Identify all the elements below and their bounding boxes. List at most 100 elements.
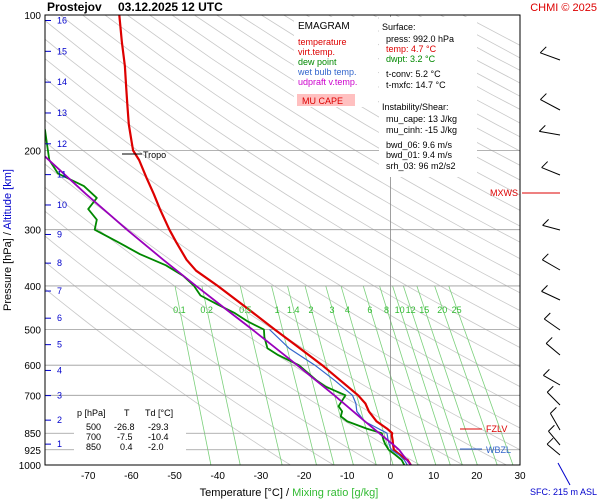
pressure-tick-label: 925	[24, 446, 41, 457]
table-header-t: T	[124, 408, 130, 418]
x-tick-label: -40	[211, 471, 226, 482]
x-tick-label: -70	[81, 471, 96, 482]
altitude-tick-label: 15	[57, 46, 67, 56]
mixing-ratio-label: 10	[395, 305, 405, 315]
wind-barb-shaft	[541, 167, 561, 176]
altitude-tick-label: 1	[57, 439, 62, 449]
bwd-01-value: bwd_01: 9.4 m/s	[386, 150, 453, 160]
mixing-ratio-line	[239, 285, 283, 465]
mixing-ratio-line	[325, 285, 377, 465]
altitude-tick-label: 3	[57, 391, 62, 401]
mixing-ratio-line	[201, 285, 241, 465]
wind-barb-flag	[542, 218, 549, 226]
table-row-500-p: 500	[86, 422, 101, 432]
table-row-850-td: -2.0	[148, 442, 164, 452]
mixing-ratio-line	[379, 285, 437, 465]
altitude-tick-label: 5	[57, 340, 62, 350]
legend-item-wet-bulb: wet bulb temp.	[297, 67, 357, 77]
wind-barb-flag	[539, 46, 547, 54]
altitude-tick-label: 13	[57, 108, 67, 118]
mixing-ratio-label: 0.1	[173, 305, 186, 315]
wind-barb-flag	[543, 312, 551, 320]
freezing-level-label: FZLV	[486, 424, 507, 434]
mixing-ratio-line	[271, 285, 317, 465]
dry-adiabat	[194, 15, 520, 211]
dry-adiabat	[104, 15, 520, 276]
dry-adiabat	[45, 20, 520, 330]
table-row-500-t: -26.8	[114, 422, 135, 432]
altitude-tick-label: 9	[57, 229, 62, 239]
pressure-tick-label: 400	[24, 282, 41, 293]
surface-press: press: 992.0 hPa	[386, 34, 454, 44]
legend-item-virt-temp: virt.temp.	[298, 47, 335, 57]
wind-barb-shaft	[546, 391, 561, 406]
mu-cape-tag: MU CAPE	[302, 96, 343, 106]
table-header-p: p [hPa]	[77, 408, 106, 418]
wind-barb-flag	[541, 253, 549, 261]
table-row-850-p: 850	[86, 442, 101, 452]
surface-tconv: t-conv: 5.2 °C	[386, 69, 441, 79]
dry-adiabat	[216, 15, 520, 196]
altitude-tick-label: 8	[57, 258, 62, 268]
wind-barb-shaft	[548, 430, 561, 446]
mixing-ratio-line	[392, 285, 451, 465]
dry-adiabat	[45, 77, 520, 388]
dry-adiabat	[149, 15, 520, 243]
bwd-06-value: bwd_06: 9.6 m/s	[386, 140, 453, 150]
wind-barb-shaft	[543, 374, 561, 386]
wind-barb-flag	[548, 424, 555, 432]
wind-barb-shaft	[541, 290, 561, 301]
surface-elevation-label: SFC: 215 m ASL	[530, 487, 597, 497]
mixing-ratio-label: 12	[406, 305, 416, 315]
x-tick-label: -10	[340, 471, 355, 482]
table-header-td: Td [°C]	[145, 408, 173, 418]
freezing-level-marker: FZLV	[460, 424, 507, 434]
altitude-tick-label: 11	[57, 170, 66, 180]
wind-barb-shaft	[542, 224, 561, 231]
mixing-ratio-label: 20	[437, 305, 447, 315]
dry-adiabat	[45, 58, 520, 368]
wind-barbs	[538, 46, 561, 456]
altitude-tick-label: 12	[57, 139, 67, 149]
max-wind-marker: MXWS	[490, 188, 560, 198]
dry-adiabat	[45, 119, 520, 429]
mixing-ratio-line	[416, 285, 478, 465]
table-row-500-td: -29.3	[148, 422, 169, 432]
dry-adiabat	[127, 15, 520, 260]
pressure-tick-label: 600	[24, 361, 41, 372]
altitude-tick-label: 14	[57, 77, 67, 87]
series-temperature-line	[118, 15, 412, 465]
table-row-700-td: -10.4	[148, 432, 169, 442]
level-table-box	[74, 402, 186, 454]
table-row-700-t: -7.5	[117, 432, 133, 442]
tropopause-marker: Tropo	[122, 150, 166, 160]
background-isolines	[45, 15, 520, 465]
wet-bulb-zero-marker: WBZL	[460, 445, 511, 455]
x-tick-label: 10	[428, 471, 440, 482]
pressure-tick-label: 300	[24, 226, 41, 237]
mixing-ratio-label: 6	[367, 305, 372, 315]
sounding-datetime: 03.12.2025 12 UTC	[118, 0, 223, 14]
wind-barb-shaft	[539, 130, 561, 136]
wind-barb-flag	[546, 437, 554, 445]
credit-label: CHMI © 2025	[530, 2, 597, 14]
mu-cape-tag-box	[297, 94, 355, 106]
series-parcel-line	[45, 155, 412, 465]
wind-barb-flag	[550, 407, 557, 414]
mixing-ratio-label: 0.2	[200, 305, 213, 315]
pressure-tick-label: 200	[24, 146, 41, 157]
table-row-850-t: 0.4	[120, 442, 133, 452]
mixing-ratio-label: 0.5	[239, 305, 252, 315]
y-axis-label: Pressure [hPa] / Altitude [km]	[2, 169, 14, 311]
pressure-tick-label: 700	[24, 391, 41, 402]
mu-cape-value: mu_cape: 13 J/kg	[386, 114, 457, 124]
legend-item-temperature: temperature	[298, 37, 347, 47]
wet-bulb-zero-label: WBZL	[486, 445, 511, 455]
wind-barb-shaft	[540, 52, 561, 61]
wind-barb-flag	[538, 124, 546, 132]
series-wet_bulb-line	[269, 329, 408, 465]
wind-barb-flag	[540, 93, 547, 100]
wind-barb-shaft	[545, 343, 561, 356]
mixing-ratio-line	[402, 285, 463, 465]
